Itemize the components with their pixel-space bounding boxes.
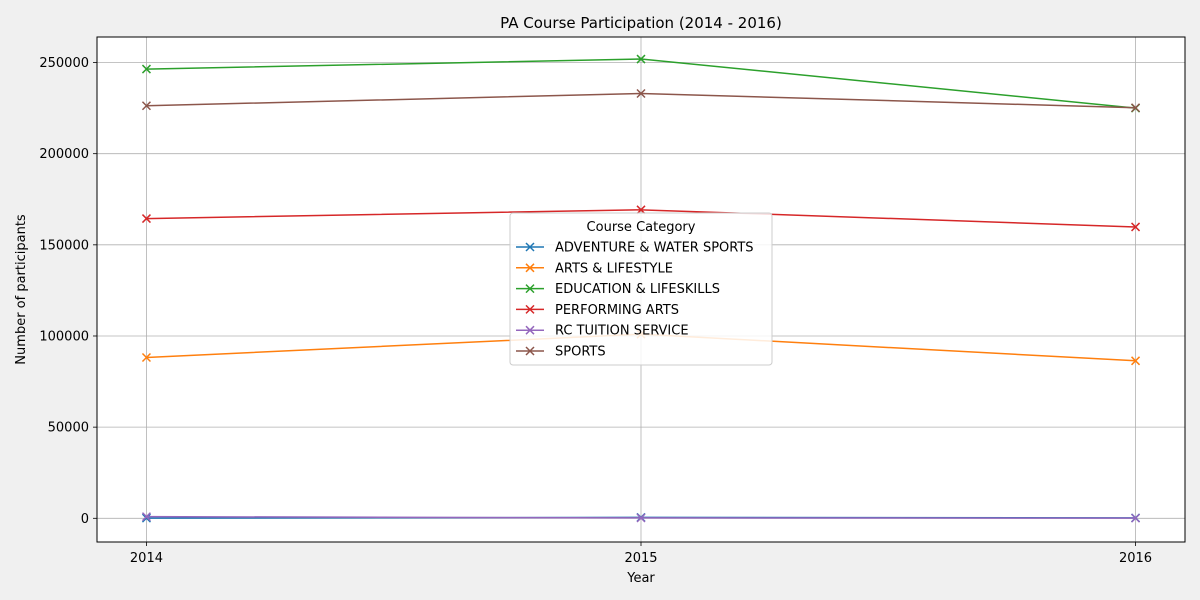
legend-title: Course Category: [587, 220, 696, 235]
chart-title: PA Course Participation (2014 - 2016): [500, 14, 782, 32]
data-point-marker: [636, 513, 646, 523]
legend-box: [509, 212, 773, 366]
data-point-marker: [1131, 103, 1141, 113]
y-tick-label: 200000: [39, 147, 89, 162]
data-point-marker: [636, 54, 646, 64]
data-point-marker: [141, 352, 151, 363]
legend-label: ARTS & LIFESTYLE: [555, 261, 673, 276]
legend-marker: [525, 325, 535, 335]
legend-label: PERFORMING ARTS: [555, 303, 679, 318]
legend-marker: [525, 304, 535, 314]
data-point-marker: [141, 214, 151, 224]
data-point-marker: [636, 88, 646, 99]
legend-label: ADVENTURE & WATER SPORTS: [555, 241, 754, 256]
legend-label: RC TUITION SERVICE: [555, 324, 689, 339]
legend-marker: [525, 284, 535, 294]
x-axis-label: Year: [626, 571, 655, 586]
data-point-marker: [141, 513, 151, 523]
data-point-marker: [1131, 513, 1141, 523]
legend-marker: [525, 346, 535, 356]
data-point-marker: [636, 205, 646, 215]
legend: Course Category ADVENTURE & WATER SPORTS A…: [509, 212, 773, 366]
data-point-marker: [141, 512, 151, 522]
y-tick-label: 150000: [39, 238, 89, 253]
data-point-marker: [1131, 356, 1141, 366]
y-tick-label: 250000: [39, 56, 89, 71]
y-axis-label: Number of participants: [14, 214, 29, 365]
x-tick-label: 2015: [624, 551, 657, 566]
legend-marker: [525, 263, 535, 273]
data-point-marker: [141, 64, 151, 74]
x-axis: 2014 2015 2016: [130, 542, 1152, 566]
y-tick-label: 50000: [48, 421, 89, 436]
series-lines: [141, 54, 1141, 523]
y-tick-label: 0: [81, 512, 89, 527]
x-tick-label: 2016: [1119, 551, 1152, 566]
y-axis: 0 50000 100000 150000 200000 250000: [39, 56, 97, 527]
x-tick-label: 2014: [130, 551, 163, 566]
legend-marker: [525, 242, 535, 252]
data-point-marker: [141, 101, 151, 111]
data-point-marker: [1131, 222, 1141, 232]
legend-label: SPORTS: [555, 345, 606, 360]
legend-label: EDUCATION & LIFESKILLS: [555, 282, 720, 297]
y-tick-label: 100000: [39, 329, 89, 344]
